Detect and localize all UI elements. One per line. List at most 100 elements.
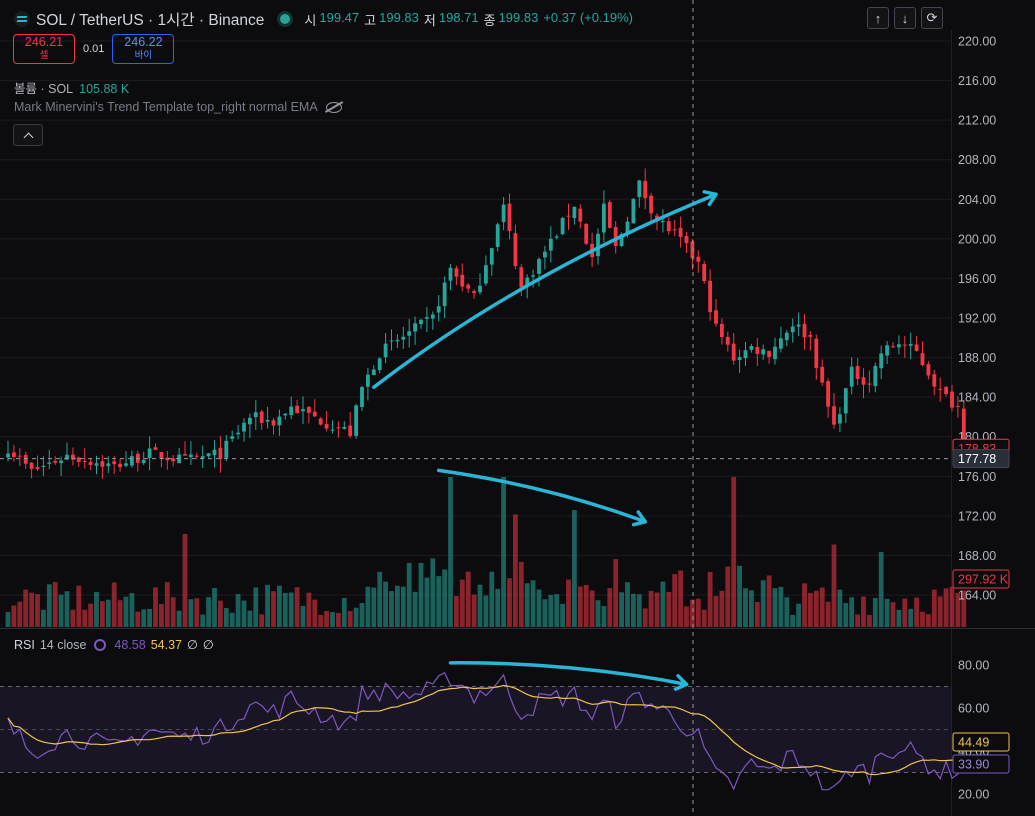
volume-bar [100, 601, 105, 627]
candle-body [525, 277, 530, 286]
candle-body [189, 454, 193, 458]
candle-body [731, 343, 736, 361]
move-up-button[interactable]: ↑ [867, 7, 889, 29]
hidden-eye-icon[interactable] [325, 101, 342, 113]
candle-body [442, 282, 447, 307]
volume-bar [760, 580, 766, 627]
candle-body [17, 455, 22, 457]
volume-bar [76, 585, 82, 627]
volume-bar [507, 578, 512, 627]
price-tick-label: 220.00 [958, 35, 996, 49]
volume-bar [707, 571, 713, 627]
trend-arrows [372, 190, 718, 691]
price-tick-label: 208.00 [958, 153, 996, 167]
volume-bar [931, 589, 937, 627]
rsi-legend[interactable]: RSI 14 close 48.58 54.37 ∅ ∅ [14, 637, 214, 653]
candle-body [578, 208, 583, 222]
volume-bar [277, 585, 282, 627]
candle-body [124, 463, 128, 466]
volume-bar [111, 582, 117, 627]
candle-body [236, 432, 240, 435]
candle-body [885, 345, 889, 356]
volume-bar [636, 594, 642, 627]
volume-bar [294, 587, 300, 627]
volume-bar [129, 593, 135, 627]
volume-legend[interactable]: 볼륨 · SOL 105.88 K [14, 78, 129, 97]
sell-button[interactable]: 246.21 셀 [13, 34, 75, 64]
volume-bar [324, 610, 329, 627]
candle-body [59, 460, 63, 464]
volume-bar [642, 608, 648, 627]
volume-bar [560, 603, 565, 627]
candle-body [29, 462, 34, 469]
candle-body [649, 195, 653, 214]
volume-bar [347, 611, 353, 627]
volume-bar [465, 571, 471, 627]
volume-bar [719, 590, 725, 627]
volume-bar [583, 584, 589, 627]
candle-body [761, 349, 766, 355]
annotation-arrow [372, 192, 718, 389]
candle-body [501, 204, 506, 223]
move-down-button[interactable]: ↓ [894, 7, 916, 29]
volume-bar [318, 614, 324, 627]
candle-body [478, 285, 482, 293]
volume-bar [253, 587, 259, 627]
candle-body [389, 340, 394, 342]
volume-bar [884, 598, 890, 627]
volume-bar [58, 594, 64, 627]
candle-body [938, 388, 943, 390]
candle-body [348, 425, 353, 436]
change-value: +0.37 (+0.19%) [543, 9, 633, 25]
candle-body [253, 412, 258, 418]
candle-body [419, 319, 423, 325]
price-tick-label: 200.00 [958, 232, 996, 246]
symbol-title[interactable]: SOL / TetherUS · 1시간 · Binance [36, 12, 265, 29]
candle-body [897, 344, 901, 348]
candle-body [35, 466, 40, 470]
volume-bar [749, 590, 754, 627]
candle-body [908, 344, 913, 346]
volume-bar [35, 594, 40, 627]
volume-bar [495, 588, 501, 627]
high-value: 199.83 [379, 9, 419, 25]
volume-bar [489, 571, 495, 627]
candle-body [602, 203, 606, 233]
rsi-ma-value: 54.37 [150, 637, 182, 652]
indicator-legend[interactable]: Mark Minervini's Trend Template top_righ… [14, 100, 342, 114]
volume-bar [52, 582, 58, 627]
candle-body [519, 267, 524, 288]
candle-body [661, 221, 665, 223]
buy-button[interactable]: 246.22 바이 [112, 34, 175, 64]
collapse-legend-button[interactable] [13, 124, 43, 146]
volume-bar [477, 584, 483, 627]
candle-body [413, 323, 417, 332]
volume-bar [235, 594, 241, 627]
candle-body [484, 265, 488, 284]
rsi-lines [7, 671, 965, 791]
volume-bar [188, 599, 194, 627]
candle-body [749, 346, 754, 350]
volume-bars [5, 477, 967, 627]
volume-bar [159, 603, 164, 627]
volume-bar [524, 583, 530, 627]
close-label: 종 [483, 12, 496, 28]
price-tick-label: 192.00 [958, 312, 996, 326]
rsi-extra-2: ∅ [202, 638, 214, 652]
volume-bar [660, 581, 666, 627]
open-value: 199.47 [319, 9, 360, 25]
volume-bar [513, 514, 518, 627]
candle-body [720, 323, 724, 338]
chart-header: SOL / TetherUS · 1시간 · Binance 시 199.47 고… [14, 8, 635, 30]
last-price-tag-box [952, 449, 1010, 469]
reset-button[interactable]: ⟳ [921, 7, 943, 29]
price-grid [0, 30, 1035, 816]
candle-body [926, 364, 931, 376]
rsi-settings-icon[interactable] [94, 638, 107, 651]
volume-bar [424, 577, 430, 627]
volume-bar [896, 609, 902, 627]
volume-bar [577, 586, 583, 627]
candle-body [513, 233, 518, 267]
candle-body [619, 234, 624, 247]
